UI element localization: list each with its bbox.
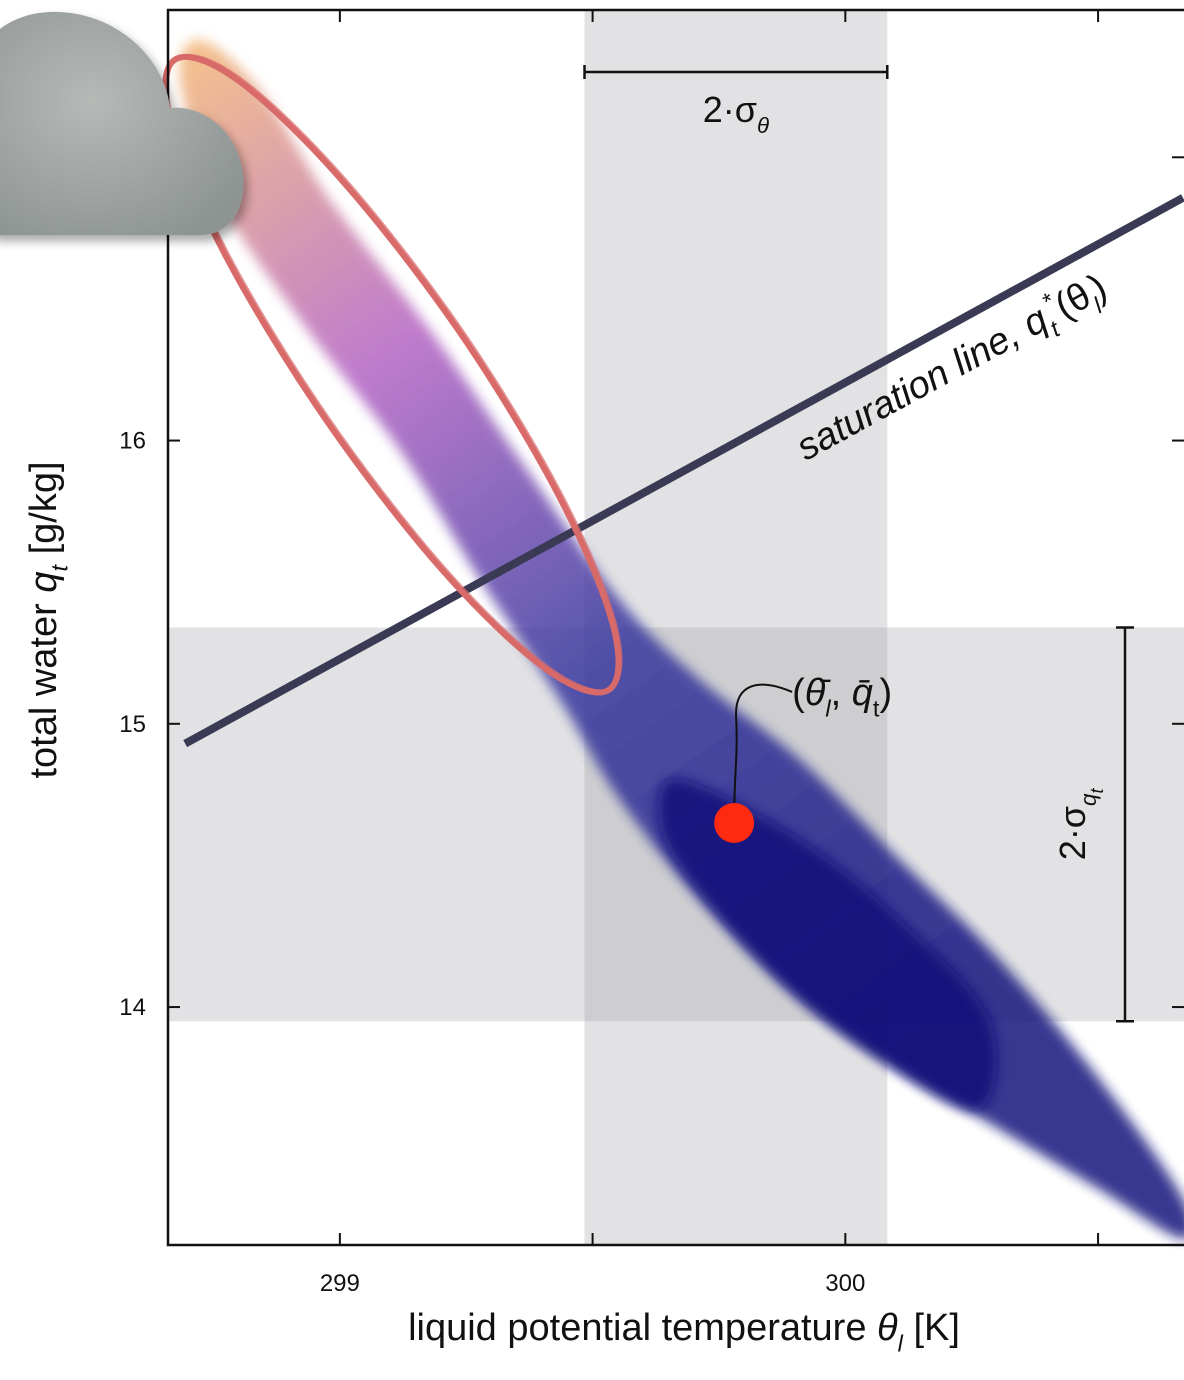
plot-frame	[166, 8, 1184, 1247]
x-axis-label: liquid potential temperature θl [K]	[408, 1307, 960, 1356]
label-part: q	[23, 572, 65, 593]
sigma-q-label: 2·σqt	[1052, 788, 1107, 861]
label-part: q	[1076, 793, 1101, 806]
x-tick-label: 299	[320, 1270, 360, 1297]
cloud-icon-shape	[0, 11, 244, 235]
label-part: liquid potential temperature	[408, 1307, 877, 1349]
axes: 299 300 14 15 16 liquid potential temperature…	[23, 8, 1184, 1356]
line-layer	[162, 53, 1184, 748]
label-part: θ	[877, 1307, 898, 1349]
label-part: t	[1087, 788, 1107, 794]
label-part: total water	[23, 593, 65, 779]
label-part: ,	[831, 672, 852, 714]
y-tick-label: 16	[119, 428, 146, 455]
label-part: )	[879, 672, 892, 714]
label-part: l	[898, 1330, 904, 1356]
saturation-line	[183, 194, 1184, 748]
mean-connector	[733, 683, 793, 823]
label-part: l	[825, 695, 831, 721]
y-tick-label: 14	[119, 994, 146, 1021]
x-tick-label: 300	[825, 1270, 865, 1297]
label-part: 2·σ	[703, 89, 757, 130]
scatter-core	[658, 779, 997, 1110]
sigma-theta-bar	[583, 65, 889, 79]
sigma-q-bar	[1116, 626, 1134, 1023]
confidence-ellipse-echo	[167, 53, 623, 692]
scatter-cloud	[179, 40, 1184, 1239]
label-part: t	[46, 564, 72, 572]
mean-point	[714, 802, 755, 843]
label-part: t	[873, 695, 880, 721]
label-part: (	[792, 672, 805, 714]
label-part: θ	[757, 113, 769, 138]
scatter-layer	[179, 40, 1184, 1239]
label-part: [g/kg]	[23, 461, 65, 565]
cloud-icon	[0, 11, 244, 235]
y-axis-label: total water qt [g/kg]	[23, 461, 72, 778]
sigma-theta-label: 2·σθ	[703, 89, 769, 138]
label-part: q̄	[852, 672, 873, 714]
label-part: [K]	[903, 1307, 960, 1349]
label-part: 2·σ	[1052, 806, 1093, 860]
y-tick-label: 15	[119, 711, 146, 738]
